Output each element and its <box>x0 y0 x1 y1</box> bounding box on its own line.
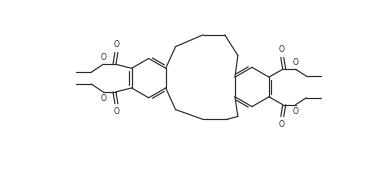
Text: O: O <box>279 45 285 54</box>
Text: O: O <box>293 107 299 116</box>
Text: O: O <box>100 94 106 103</box>
Text: O: O <box>114 40 120 49</box>
Text: O: O <box>100 53 106 62</box>
Text: O: O <box>279 120 285 129</box>
Text: O: O <box>114 107 120 116</box>
Text: O: O <box>293 58 299 67</box>
